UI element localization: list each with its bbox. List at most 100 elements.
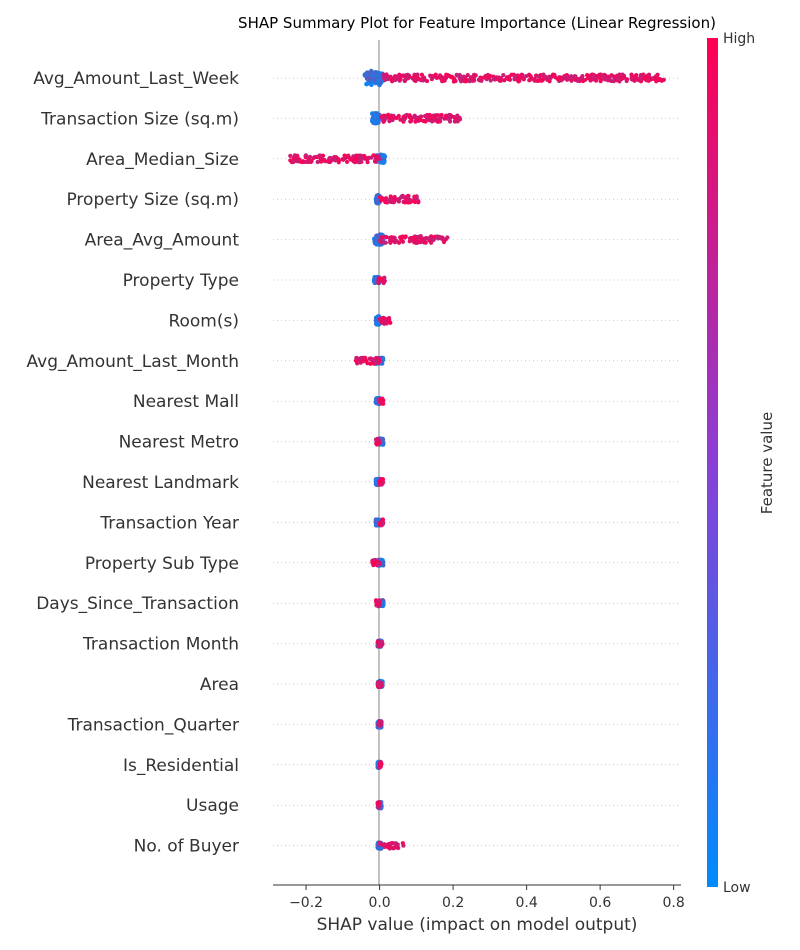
shap-point	[375, 599, 381, 605]
shap-point	[392, 841, 398, 846]
feature-label: No. of Buyer	[134, 837, 239, 857]
colorbar	[707, 38, 718, 887]
shap-point	[362, 153, 367, 159]
shap-point	[411, 77, 416, 82]
shap-point	[382, 842, 387, 847]
shap-point	[445, 235, 450, 240]
feature-label: Transaction_Quarter	[67, 715, 239, 735]
x-tick-label: 0.0	[368, 895, 390, 911]
shap-point	[415, 234, 420, 239]
shap-point	[579, 75, 585, 80]
shap-point	[401, 118, 407, 123]
shap-point	[528, 74, 533, 79]
shap-point	[382, 320, 388, 325]
shap-point	[420, 78, 425, 83]
shap-point	[444, 74, 449, 80]
shap-point	[377, 73, 382, 78]
shap-point	[299, 159, 304, 165]
shap-point	[421, 240, 427, 245]
shap-point	[617, 79, 622, 84]
shap-point	[387, 118, 392, 123]
shap-point	[527, 78, 532, 83]
shap-point	[533, 73, 539, 78]
shap-point	[369, 155, 374, 160]
feature-label: Avg_Amount_Last_Month	[27, 352, 239, 372]
shap-point	[383, 200, 388, 205]
shap-point	[376, 234, 381, 239]
shap-point	[377, 680, 382, 686]
shap-point	[344, 159, 350, 165]
shap-point	[615, 75, 620, 80]
feature-label: Property Size (sq.m)	[66, 190, 239, 210]
shap-point	[359, 355, 364, 361]
shap-point	[653, 77, 658, 82]
shap-point	[491, 76, 497, 82]
x-tick-label: 0.4	[515, 895, 537, 911]
shap-point	[378, 239, 383, 244]
shap-point	[364, 81, 369, 87]
shap-point	[370, 559, 375, 564]
shap-point	[521, 77, 527, 82]
shap-point	[659, 78, 664, 83]
shap-point	[576, 77, 581, 82]
shap-point	[399, 234, 404, 240]
shap-point	[403, 234, 408, 239]
shap-point	[392, 845, 397, 850]
shap-point	[295, 153, 300, 158]
shap-point	[501, 72, 506, 78]
shap-point	[435, 113, 441, 118]
shap-point	[392, 199, 397, 204]
shap-point	[379, 397, 384, 402]
shap-point	[590, 77, 596, 82]
feature-label: Transaction Month	[82, 635, 239, 655]
shap-point	[426, 236, 431, 241]
shap-point	[418, 117, 423, 123]
shap-point	[354, 355, 359, 361]
shap-point	[364, 358, 369, 363]
shap-point	[547, 75, 552, 80]
shap-point	[563, 74, 569, 80]
shap-point	[398, 195, 404, 200]
shap-point	[288, 153, 293, 158]
shap-point	[351, 158, 356, 163]
shap-point	[419, 72, 424, 77]
shap-point	[389, 236, 394, 241]
shap-point	[288, 158, 293, 163]
shap-point	[377, 840, 382, 846]
shap-point	[380, 521, 385, 526]
shap-point	[382, 76, 387, 81]
shap-point	[585, 73, 590, 78]
shap-point	[441, 239, 447, 245]
shap-point	[326, 159, 331, 164]
shap-point	[407, 197, 413, 203]
shap-point	[441, 78, 447, 83]
shap-point	[409, 236, 414, 241]
shap-point	[496, 75, 502, 80]
shap-point	[386, 315, 392, 321]
shap-point	[507, 74, 512, 79]
shap-point	[418, 234, 423, 239]
shap-point	[452, 77, 457, 82]
shap-point	[381, 72, 386, 77]
shap-point	[401, 114, 406, 120]
shap-point	[452, 119, 457, 124]
shap-point	[307, 154, 313, 159]
feature-label: Transaction Year	[99, 513, 239, 533]
shap-point	[598, 79, 603, 84]
shap-point	[315, 159, 320, 165]
shap-point	[512, 74, 518, 80]
shap-point	[388, 320, 393, 325]
shap-point	[516, 75, 521, 80]
shap-point	[388, 240, 393, 245]
shap-point	[374, 120, 379, 126]
shap-point	[539, 78, 544, 83]
shap-point	[380, 639, 385, 645]
shap-point	[307, 158, 312, 163]
shap-point	[374, 442, 379, 447]
shap-point	[467, 79, 472, 84]
shap-point	[457, 72, 462, 78]
shap-points	[288, 68, 666, 851]
shap-point	[476, 77, 481, 82]
shap-point	[415, 116, 420, 121]
shap-point	[435, 119, 440, 124]
